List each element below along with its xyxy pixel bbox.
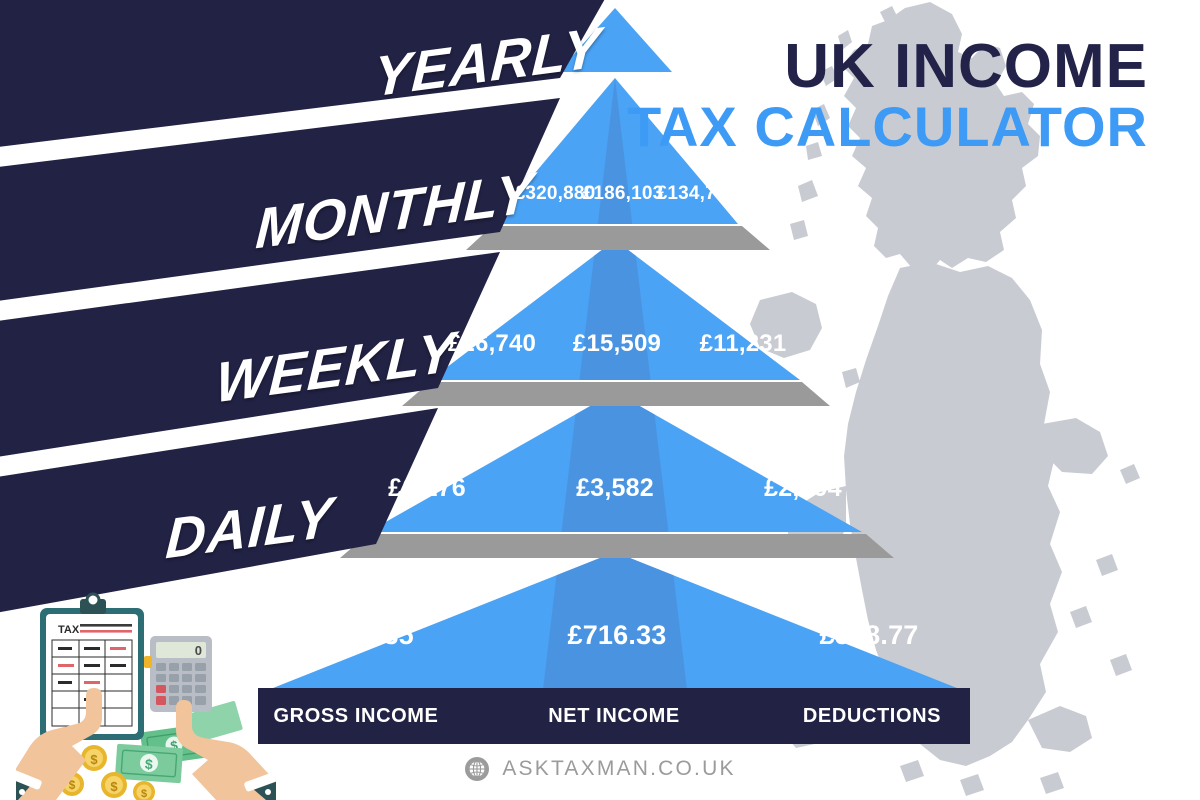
value-weekly-net: £3,582 (576, 474, 654, 502)
legend-gross-income: GROSS INCOME (273, 704, 439, 727)
footer-site: ASKTAXMAN.CO.UK (502, 757, 736, 780)
page-title: UK INCOME TAX CALCULATOR (626, 32, 1148, 159)
title-line-2: TAX CALCULATOR (626, 95, 1148, 159)
value-daily-deduction: £518.77 (819, 620, 919, 650)
value-daily-gross: £1,235 (330, 620, 414, 650)
legend-net-income: NET INCOME (548, 704, 680, 727)
footer: ASKTAXMAN.CO.UK (0, 756, 1200, 782)
legend-bar: GROSS INCOME NET INCOME DEDUCTIONS (258, 688, 970, 744)
value-daily-net: £716.33 (567, 620, 667, 650)
hand-left-icon (16, 688, 102, 800)
hand-right-icon (176, 700, 276, 800)
title-line-1: UK INCOME (784, 32, 1148, 101)
calculator-icon: 0 (144, 636, 212, 712)
value-yearly-gross: £320,880 (514, 183, 596, 204)
svg-text:$: $ (69, 778, 76, 792)
value-monthly-net: £15,509 (572, 330, 662, 357)
svg-text:$: $ (110, 779, 118, 794)
svg-text:$: $ (144, 756, 153, 773)
legend-deductions: DEDUCTIONS (802, 704, 942, 727)
ribbon-yearly (0, 0, 605, 147)
value-monthly-gross: £26,740 (447, 330, 537, 357)
clipboard-icon: TAX (40, 592, 144, 740)
ribbon-daily (0, 408, 438, 613)
coins-icon: $ $ $ $ (60, 745, 155, 800)
value-yearly-deduction: £134,777 (656, 183, 738, 204)
svg-text:$: $ (169, 737, 179, 753)
svg-text:$: $ (90, 752, 98, 767)
tax-illustration: $ $ $ $ $ $ TAX (16, 592, 276, 800)
ribbon-monthly (0, 98, 560, 301)
banknotes-icon: $ $ (114, 701, 243, 784)
ribbon-weekly (0, 252, 500, 457)
value-weekly-gross: £6,176 (388, 474, 466, 502)
tier-separators (340, 226, 894, 558)
value-monthly-deduction: £11,231 (699, 330, 787, 357)
value-weekly-deduction: £2,594 (764, 474, 842, 502)
value-yearly-net: £186,103 (582, 183, 664, 204)
globe-icon (465, 757, 490, 781)
clipboard-title: TAX (58, 624, 80, 636)
calculator-display: 0 (195, 643, 202, 658)
svg-text:$: $ (141, 788, 147, 800)
